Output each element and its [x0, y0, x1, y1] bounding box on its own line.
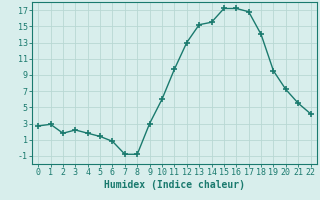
- X-axis label: Humidex (Indice chaleur): Humidex (Indice chaleur): [104, 180, 245, 190]
